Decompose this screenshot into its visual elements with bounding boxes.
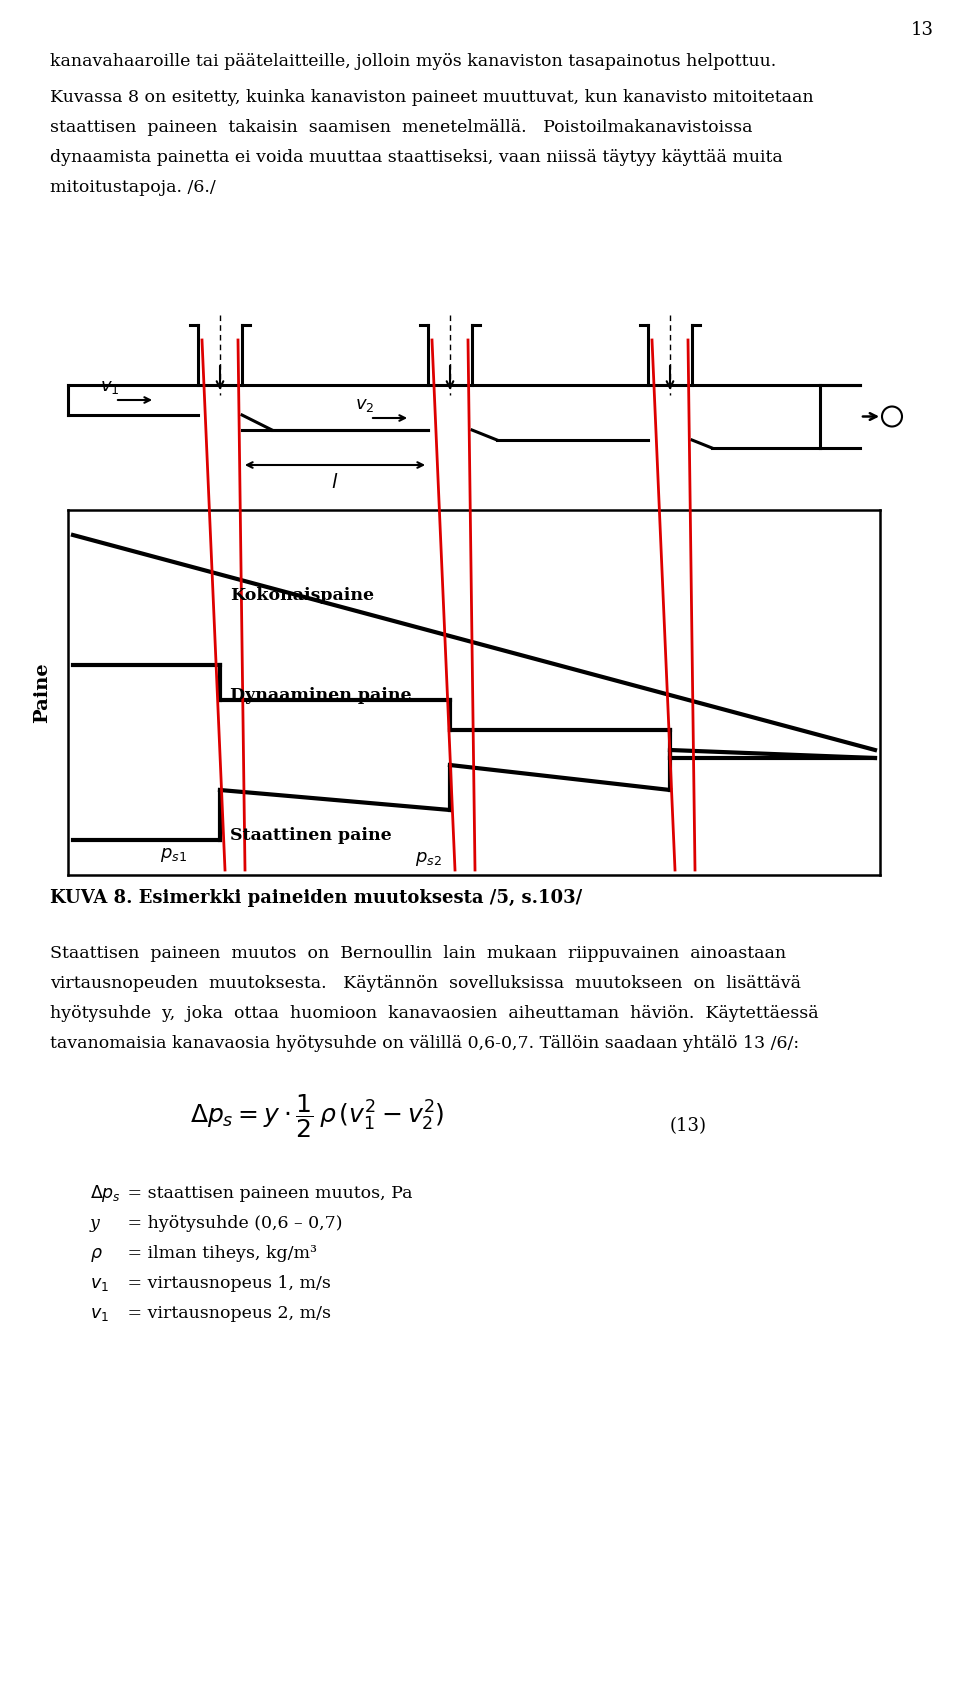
Text: tavanomaisia kanavaosia hyötysuhde on välillä 0,6-0,7. Tällöin saadaan yhtälö 13: tavanomaisia kanavaosia hyötysuhde on vä… (50, 1036, 799, 1053)
Text: $v_2$: $v_2$ (355, 397, 374, 414)
Text: $l$: $l$ (331, 473, 339, 493)
Text: = hyötysuhde (0,6 – 0,7): = hyötysuhde (0,6 – 0,7) (122, 1215, 343, 1232)
Text: $\rho$: $\rho$ (90, 1246, 103, 1264)
Text: KUVA 8. Esimerkki paineiden muutoksesta /5, s.103/: KUVA 8. Esimerkki paineiden muutoksesta … (50, 888, 583, 907)
Text: $\Delta p_s$: $\Delta p_s$ (90, 1183, 121, 1203)
Text: Kuvassa 8 on esitetty, kuinka kanaviston paineet muuttuvat, kun kanavisto mitoit: Kuvassa 8 on esitetty, kuinka kanaviston… (50, 88, 814, 105)
Text: $p_{s2}$: $p_{s2}$ (415, 849, 442, 868)
Text: virtausnopeuden  muutoksesta.   Käytännön  sovelluksissa  muutokseen  on  lisätt: virtausnopeuden muutoksesta. Käytännön s… (50, 975, 801, 992)
Text: hyötysuhde  y,  joka  ottaa  huomioon  kanavaosien  aiheuttaman  häviön.  Käytet: hyötysuhde y, joka ottaa huomioon kanava… (50, 1005, 819, 1022)
Text: Paine: Paine (33, 663, 51, 722)
Text: $p_{s1}$: $p_{s1}$ (160, 846, 187, 864)
Text: Kokonaispaine: Kokonaispaine (230, 586, 374, 603)
Text: $v_1$: $v_1$ (100, 378, 120, 397)
Text: $v_1$: $v_1$ (90, 1307, 108, 1324)
Text: 13: 13 (910, 20, 933, 39)
Text: = ilman tiheys, kg/m³: = ilman tiheys, kg/m³ (122, 1246, 317, 1263)
Text: y: y (90, 1215, 100, 1232)
Text: $v_1$: $v_1$ (90, 1276, 108, 1293)
Text: staattisen  paineen  takaisin  saamisen  menetelmällä.   Poistoilmakanavistoissa: staattisen paineen takaisin saamisen men… (50, 119, 753, 136)
Text: Staattinen paine: Staattinen paine (230, 827, 392, 844)
Text: Staattisen  paineen  muutos  on  Bernoullin  lain  mukaan  riippuvainen  ainoast: Staattisen paineen muutos on Bernoullin … (50, 946, 786, 963)
Text: = virtausnopeus 2, m/s: = virtausnopeus 2, m/s (122, 1305, 331, 1322)
Text: mitoitustapoja. /6./: mitoitustapoja. /6./ (50, 178, 216, 195)
Text: kanavahaaroille tai päätelaitteille, jolloin myös kanaviston tasapainotus helpot: kanavahaaroille tai päätelaitteille, jol… (50, 54, 777, 71)
Text: $\Delta p_s = y \cdot \dfrac{1}{2}\,\rho\,(v_1^2 - v_2^2)$: $\Delta p_s = y \cdot \dfrac{1}{2}\,\rho… (190, 1092, 444, 1141)
Text: = staattisen paineen muutos, Pa: = staattisen paineen muutos, Pa (122, 1185, 413, 1202)
Text: Dynaaminen paine: Dynaaminen paine (230, 686, 412, 703)
Text: = virtausnopeus 1, m/s: = virtausnopeus 1, m/s (122, 1275, 331, 1292)
Text: (13): (13) (670, 1117, 707, 1136)
Text: dynaamista painetta ei voida muuttaa staattiseksi, vaan niissä täytyy käyttää mu: dynaamista painetta ei voida muuttaa sta… (50, 149, 782, 166)
